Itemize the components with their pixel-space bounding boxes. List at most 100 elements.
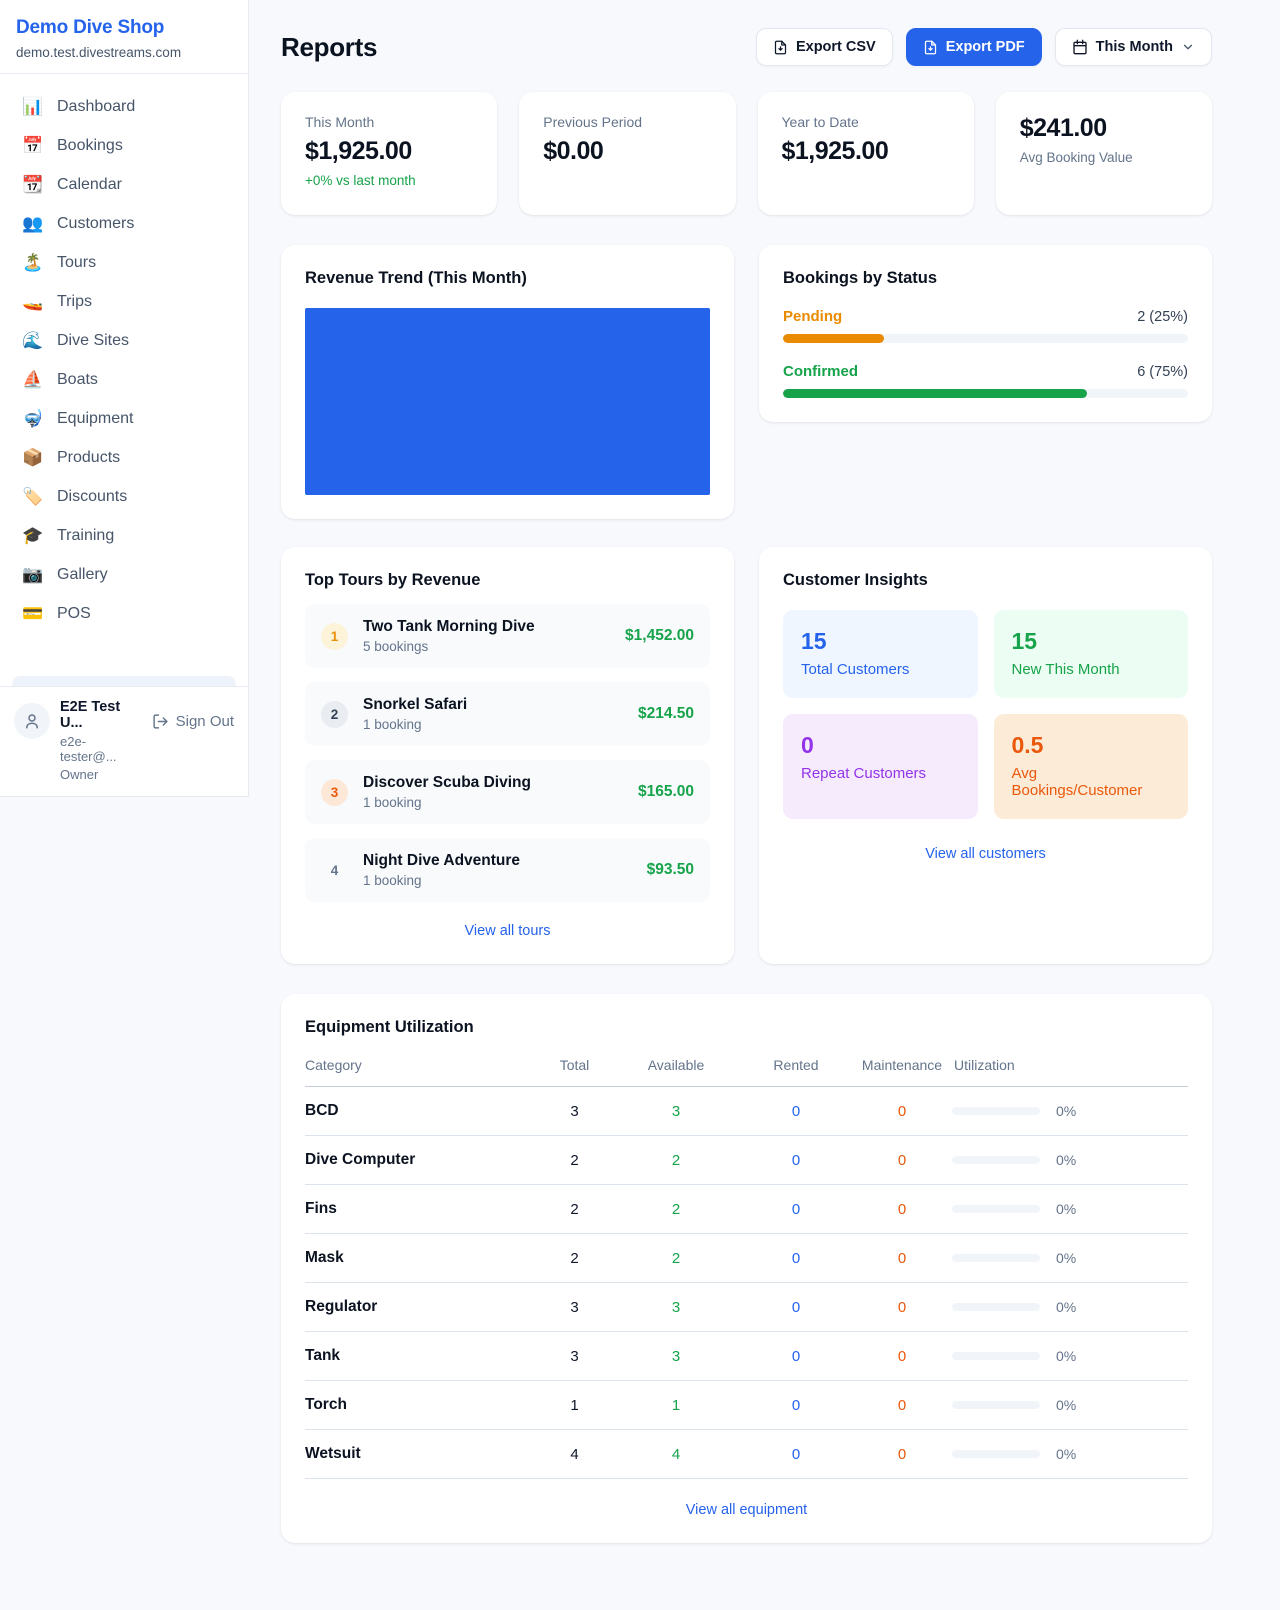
- insight-label: Avg Bookings/Customer: [1011, 765, 1143, 799]
- user-name: E2E Test U...: [60, 699, 121, 731]
- sign-out-button[interactable]: Sign Out: [152, 713, 234, 730]
- sidebar-nav-item[interactable]: 📅 Bookings: [12, 127, 236, 165]
- period-select[interactable]: This Month: [1054, 28, 1212, 66]
- nav-item-reports-partial[interactable]: [12, 676, 236, 686]
- sidebar-nav-item[interactable]: 📊 Dashboard: [12, 88, 236, 126]
- brand-title[interactable]: Demo Dive Shop: [16, 17, 165, 38]
- equipment-table-row: Fins 2 2 0 0 0%: [305, 1185, 1188, 1234]
- stat-value: $1,925.00: [781, 137, 889, 165]
- utilization-bar: [952, 1254, 1040, 1262]
- sidebar-nav-item[interactable]: 🌊 Dive Sites: [12, 322, 236, 360]
- sidebar-nav-item[interactable]: 📆 Calendar: [12, 166, 236, 204]
- nav-item-icon: 📅: [22, 136, 44, 155]
- view-all-tours-link[interactable]: View all tours: [464, 923, 551, 939]
- status-label: Pending: [783, 308, 843, 325]
- nav-item-icon: 👥: [22, 214, 44, 233]
- bookings-by-status-title: Bookings by Status: [783, 269, 938, 287]
- insight-value: 0.5: [1011, 732, 1044, 758]
- view-all-customers-link[interactable]: View all customers: [925, 846, 1046, 862]
- equip-available: 1: [671, 1396, 681, 1414]
- nav-item-label: Dive Sites: [57, 332, 130, 349]
- sidebar-nav-item[interactable]: 🤿 Equipment: [12, 400, 236, 438]
- equip-maintenance: 0: [897, 1347, 907, 1365]
- stat-card: $241.00 Avg Booking Value: [995, 92, 1212, 215]
- stats-row: This Month $1,925.00 +0% vs last month P…: [281, 92, 1212, 215]
- utilization-percent: 0%: [1056, 1397, 1077, 1413]
- revenue-trend-chart: [305, 308, 710, 495]
- period-label: This Month: [1095, 39, 1173, 55]
- sidebar-nav-item[interactable]: 👥 Customers: [12, 205, 236, 243]
- status-bar-fill: [783, 334, 885, 343]
- view-all-equipment-link[interactable]: View all equipment: [685, 1502, 808, 1518]
- export-csv-button[interactable]: Export CSV: [755, 28, 893, 66]
- nav-item-icon: 📷: [22, 565, 44, 584]
- utilization-bar: [952, 1352, 1040, 1360]
- tour-bookings: 1 booking: [363, 795, 422, 810]
- nav-item-label: Boats: [57, 371, 98, 388]
- page-title: Reports: [281, 31, 378, 62]
- nav-item-label: Customers: [57, 215, 135, 232]
- export-pdf-button[interactable]: Export PDF: [905, 28, 1042, 66]
- tour-revenue: $93.50: [646, 861, 694, 878]
- insight-tile: 15 Total Customers: [783, 610, 978, 698]
- sign-out-icon: [153, 714, 168, 729]
- user-email: e2e-tester@...: [60, 734, 117, 764]
- tour-rank-badge: 1: [321, 622, 348, 650]
- equipment-table-row: Dive Computer 2 2 0 0 0%: [305, 1136, 1188, 1185]
- tour-rank-badge: 3: [321, 778, 348, 806]
- equip-category: Mask: [305, 1249, 344, 1266]
- tour-row[interactable]: 1 Two Tank Morning Dive 5 bookings $1,45…: [305, 604, 710, 668]
- page-header: Reports Export CSV Export PDF This Month: [281, 28, 1212, 66]
- nav-item-label: Products: [57, 449, 121, 466]
- top-tours-title: Top Tours by Revenue: [305, 571, 481, 589]
- nav-item-label: Gallery: [57, 566, 108, 583]
- utilization-bar: [952, 1156, 1040, 1164]
- equipment-table-row: Tank 3 3 0 0 0%: [305, 1332, 1188, 1381]
- nav-item-icon: 🚤: [22, 292, 44, 311]
- main-content: Reports Export CSV Export PDF This Month…: [249, 0, 1280, 1575]
- sidebar-nav-item[interactable]: ⛵ Boats: [12, 361, 236, 399]
- equip-available: 4: [671, 1445, 681, 1463]
- tour-row[interactable]: 3 Discover Scuba Diving 1 booking $165.0…: [305, 760, 710, 824]
- sidebar-nav-item[interactable]: 🏷️ Discounts: [12, 478, 236, 516]
- sidebar-nav-item[interactable]: 📦 Products: [12, 439, 236, 477]
- file-icon: [774, 40, 787, 54]
- tour-bookings: 1 booking: [363, 717, 422, 732]
- nav-item-icon: 📊: [22, 97, 44, 116]
- tour-rank-badge: 2: [321, 700, 348, 728]
- sidebar-nav-item[interactable]: 📷 Gallery: [12, 556, 236, 594]
- sidebar-nav-item[interactable]: 🎓 Training: [12, 517, 236, 555]
- sidebar-nav-item[interactable]: 🚤 Trips: [12, 283, 236, 321]
- insight-tile: 15 New This Month: [993, 610, 1188, 698]
- equipment-table-row: Torch 1 1 0 0 0%: [305, 1381, 1188, 1430]
- nav-item-icon: 🏝️: [22, 253, 44, 272]
- sidebar-nav-item[interactable]: 💳 POS: [12, 595, 236, 633]
- nav-item-label: Tours: [57, 254, 97, 271]
- bookings-by-status-card: Bookings by Status Pending 2 (25%) Confi…: [759, 245, 1212, 422]
- equip-total: 2: [570, 1249, 579, 1267]
- sidebar-nav-item[interactable]: 🏝️ Tours: [12, 244, 236, 282]
- stat-sub: Avg Booking Value: [1019, 150, 1133, 165]
- insight-value: 15: [1011, 628, 1038, 654]
- tour-row[interactable]: 2 Snorkel Safari 1 booking $214.50: [305, 682, 710, 746]
- equip-available: 2: [671, 1249, 681, 1267]
- col-header-category: Category: [305, 1057, 362, 1073]
- utilization-bar: [952, 1450, 1040, 1458]
- tour-row[interactable]: 4 Night Dive Adventure 1 booking $93.50: [305, 838, 710, 902]
- equip-total: 3: [570, 1102, 579, 1120]
- equip-category: Regulator: [305, 1298, 378, 1315]
- equip-rented: 0: [791, 1249, 801, 1267]
- status-label: Confirmed: [783, 363, 858, 380]
- insight-label: Repeat Customers: [801, 765, 927, 782]
- revenue-trend-card: Revenue Trend (This Month): [281, 245, 734, 519]
- equipment-utilization-title: Equipment Utilization: [305, 1018, 474, 1036]
- equip-total: 3: [570, 1298, 579, 1316]
- brand-block: Demo Dive Shop demo.test.divestreams.com: [0, 0, 248, 74]
- tour-revenue: $1,452.00: [625, 627, 694, 644]
- customer-insights-card: Customer Insights 15 Total Customers 15 …: [759, 547, 1212, 964]
- equip-total: 1: [570, 1396, 579, 1414]
- stat-card: Previous Period $0.00: [519, 92, 736, 215]
- status-row: Pending 2 (25%): [783, 308, 1188, 343]
- nav-item-icon: 🎓: [22, 526, 44, 545]
- utilization-percent: 0%: [1056, 1348, 1077, 1364]
